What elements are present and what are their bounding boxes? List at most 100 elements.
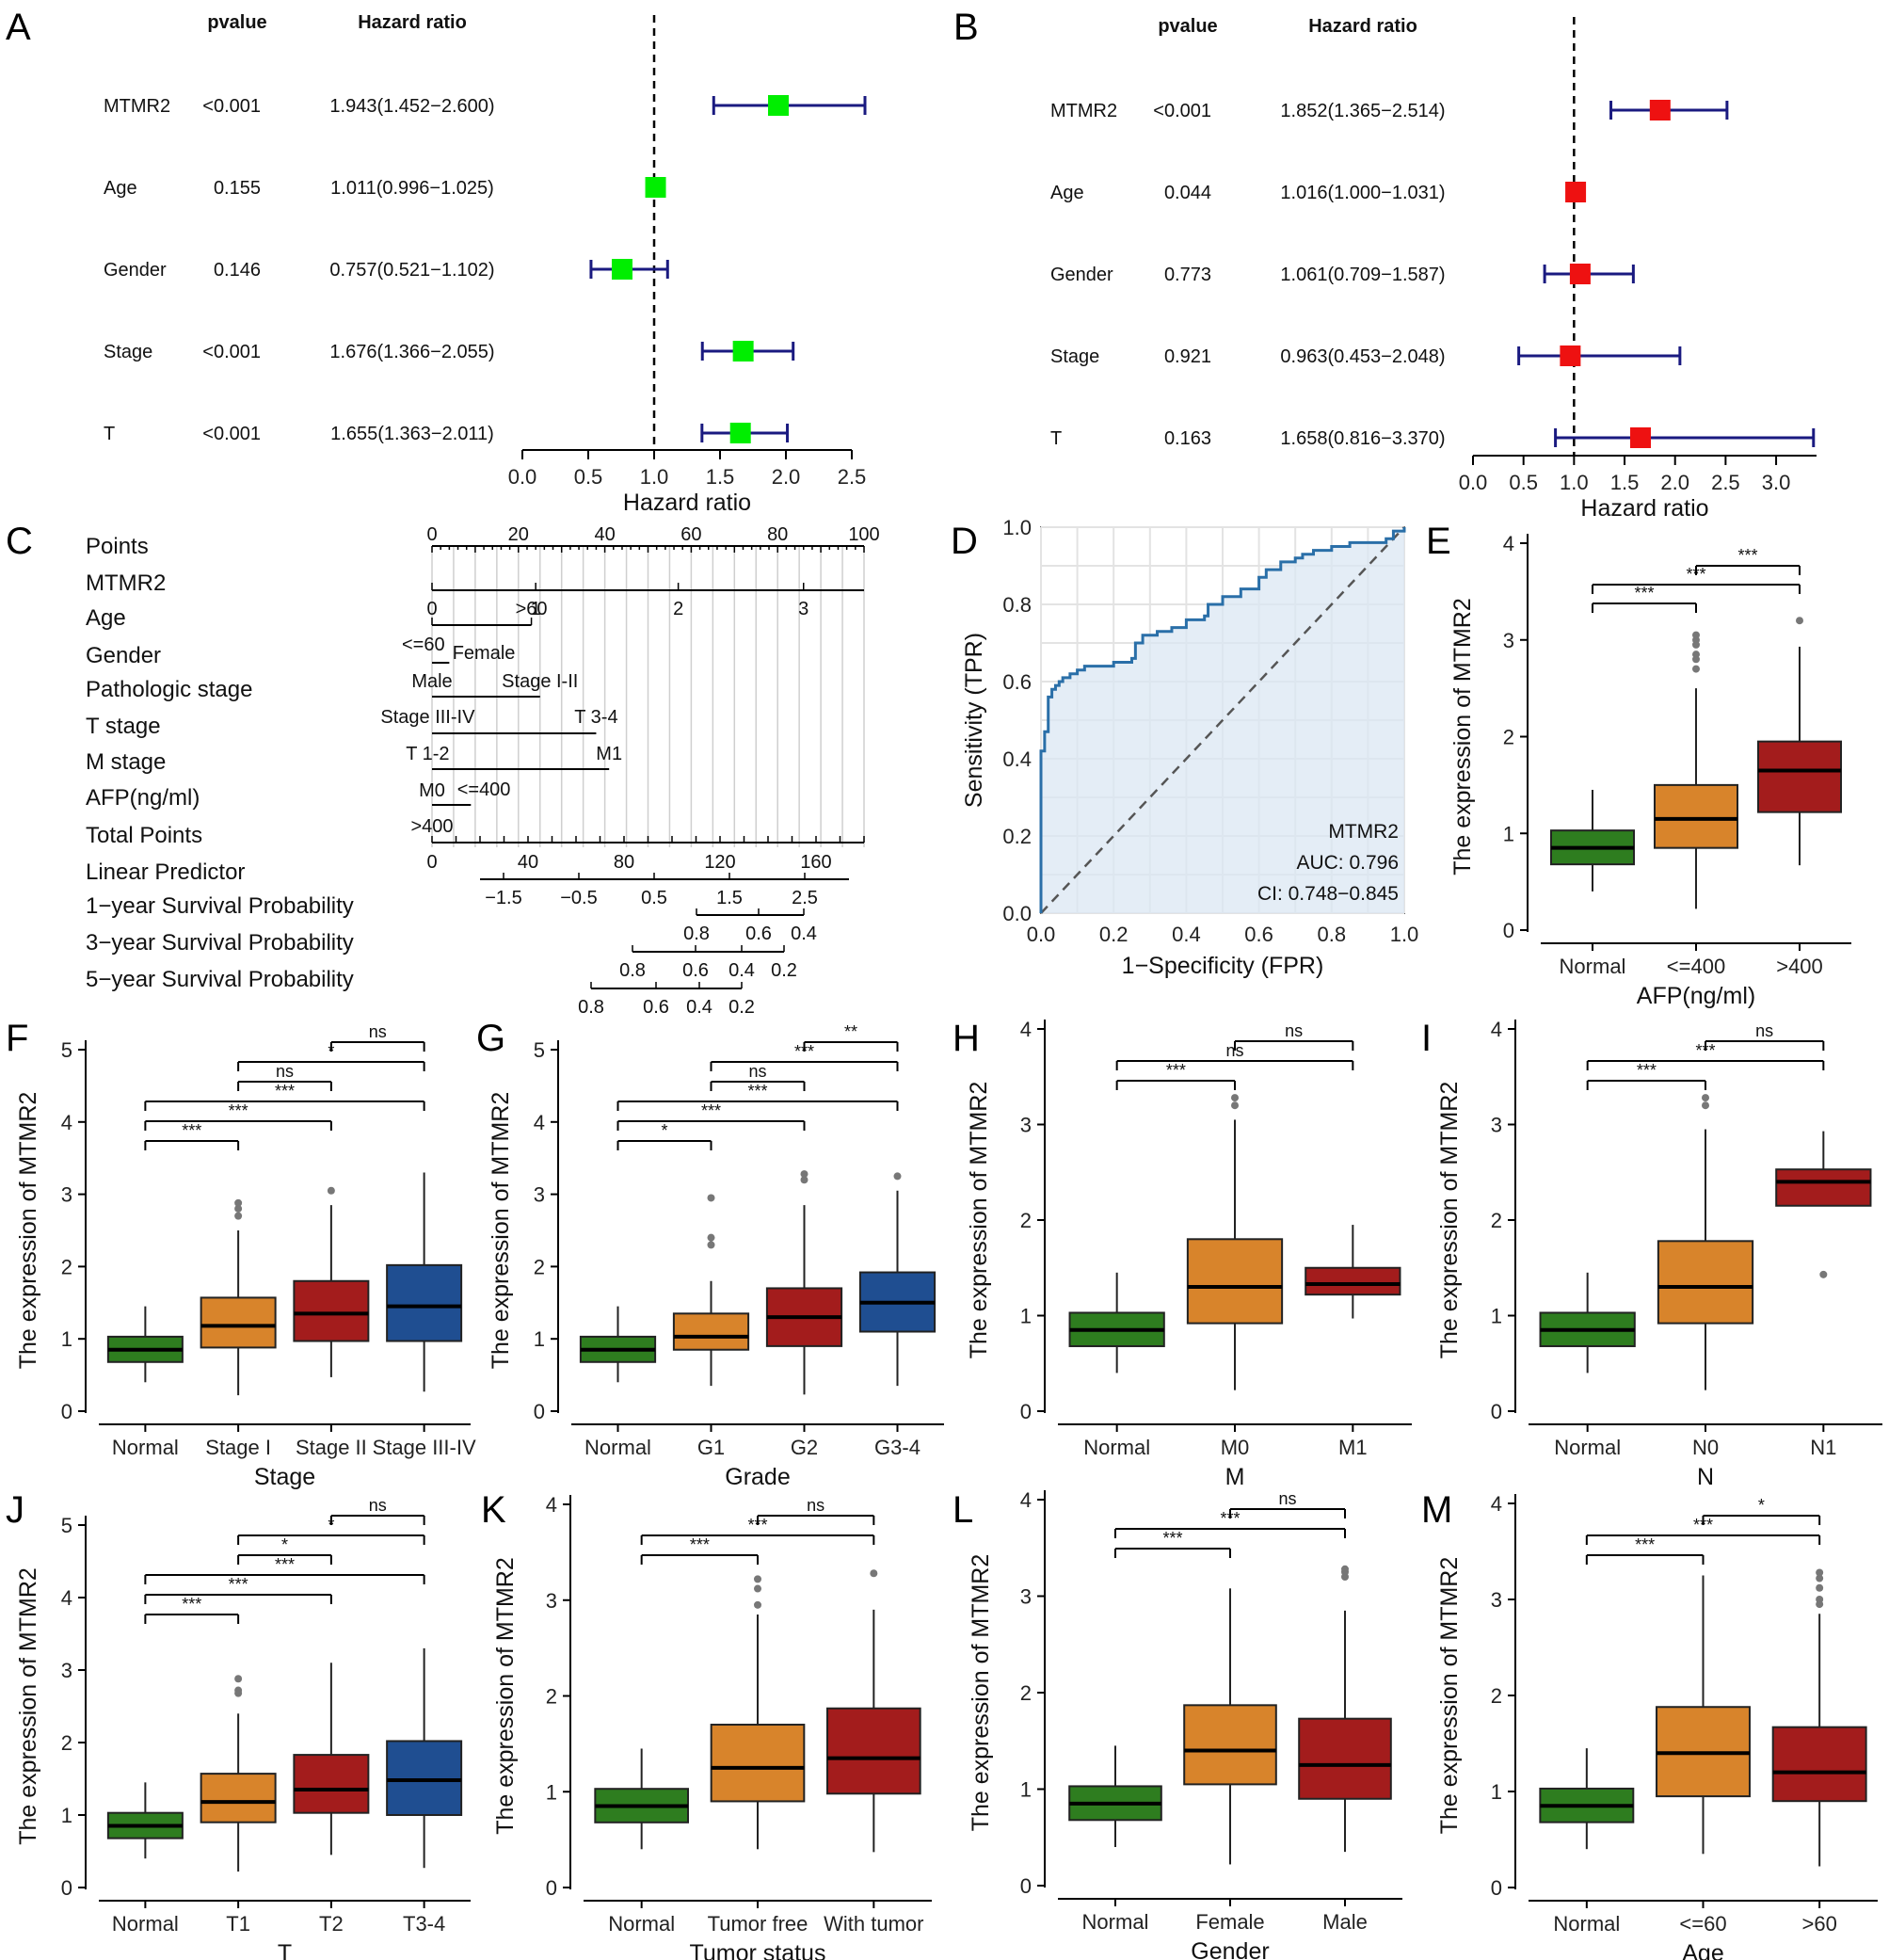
y-axis-title: The expression of MTMR2 [15,1567,41,1845]
row-hazard-ratio: 1.655(1.363−2.011) [330,424,494,444]
y-tick-label: 0 [534,1400,545,1423]
x-tick-label: Normal [1083,1436,1150,1459]
x-tick-label: 1.5 [1610,471,1640,494]
y-tick-label: 1 [1491,1305,1502,1328]
significance-label: ns [276,1062,294,1081]
points-tick-label: 100 [848,524,879,545]
y-tick-label: 3 [1503,629,1514,652]
y-tick-label: 1.0 [1002,516,1032,539]
roc-auc-label: AUC: 0.796 [1296,852,1399,874]
column-header-pvalue: pvalue [1158,16,1217,37]
outlier-point [1692,631,1700,639]
y-tick-label: 1 [546,1780,557,1804]
y-tick-label: 4 [1503,532,1514,555]
nomogram-row-label: T stage [86,714,161,739]
row-pvalue: 0.773 [1164,265,1211,285]
box-female [1183,1704,1277,1786]
survival-1yr-tick-label: 0.6 [745,924,772,944]
mtmr2-tick-label: 3 [798,599,808,619]
mtmr2-tick-label: 1 [531,599,541,619]
outlier-point [893,1172,902,1181]
x-tick-label: 0.4 [1172,923,1201,946]
significance-label: *** [275,1082,295,1100]
y-tick-label: 4 [546,1493,557,1517]
box-m0 [1186,1238,1284,1325]
survival-5yr-tick-label: 0.4 [686,997,712,1018]
boxplot-F: F 0 1 2 3 4 5 Normal Stage I Stage II Stage III-IV… [6,1018,476,1490]
x-tick-label: 0.8 [1318,923,1347,946]
y-tick-label: 2 [1503,726,1514,749]
column-header-hazard-ratio: Hazard ratio [358,12,467,33]
y-tick-label: 3 [1020,1585,1032,1609]
linear-predictor-tick-label: 1.5 [716,888,743,908]
boxplot-M: M 0 1 2 3 4 Normal <=60 >60 Age The expression of … [1421,1489,1878,1960]
row-pvalue: 0.163 [1164,428,1211,449]
hazard-ratio-marker [1629,427,1651,448]
outlier-point [1702,1094,1709,1102]
significance-label: * [1758,1496,1765,1515]
outlier-point [754,1584,761,1593]
significance-label: *** [1634,584,1654,602]
x-axis-title: M [1225,1464,1245,1490]
row-label-gender: Gender [104,260,167,281]
survival-3yr-tick-label: 0.8 [619,960,646,981]
hazard-ratio-marker [1565,182,1587,202]
significance-label: *** [690,1535,710,1554]
y-tick-label: 2 [61,1731,72,1755]
y-tick-label: 5 [61,1038,72,1062]
outlier-point [707,1233,715,1242]
y-tick-label: 1 [61,1327,72,1351]
x-tick-label: M0 [1221,1436,1250,1459]
x-tick-label: G3-4 [874,1436,920,1459]
nomogram-row-label: 3−year Survival Probability [86,930,354,956]
x-tick-label: 3.0 [1762,471,1791,494]
row-pvalue: <0.001 [202,424,261,444]
row-hazard-ratio: 1.011(0.996−1.025) [330,178,494,199]
x-tick-label: 1.5 [706,465,735,489]
y-tick-label: 0 [61,1400,72,1423]
hazard-ratio-marker [645,177,666,198]
x-tick-label: 0.0 [1027,923,1056,946]
gender-label-male: Male [411,671,452,692]
outlier-point [754,1600,761,1609]
x-axis-title: Hazard ratio [623,490,751,516]
points-tick-label: 20 [508,524,529,545]
nomogram: C Points MTMR2 Age Gender Pathologic stage T s… [6,521,880,1018]
x-axis-title: N [1697,1464,1714,1490]
nomogram-row-label: Total Points [86,823,202,848]
x-tick-label: N0 [1692,1436,1719,1459]
y-tick-label: 0 [1491,1400,1502,1423]
x-axis-title: Stage [254,1464,315,1490]
x-axis-title: Gender [1191,1938,1269,1960]
x-tick-label: 0.5 [1509,471,1538,494]
y-tick-label: 1 [1491,1780,1502,1804]
x-tick-label: Tumor free [708,1912,808,1936]
x-axis-title: AFP(ng/ml) [1637,983,1755,1009]
box-stage-iii-iv [386,1263,463,1342]
points-tick-label: 80 [767,524,788,545]
box--400 [1654,783,1738,849]
significance-label: ns [748,1062,766,1081]
hazard-ratio-marker [1560,345,1581,366]
y-tick-label: 0 [1020,1874,1032,1898]
x-axis-title: T [278,1940,292,1960]
row-label-age: Age [1050,183,1084,203]
t-label-1-2: T 1-2 [406,744,449,764]
panel-letter-G: G [476,1018,505,1059]
outlier-point [1819,1270,1828,1278]
significance-label: *** [229,1575,248,1594]
row-pvalue: 0.921 [1164,346,1211,367]
outlier-point [1816,1596,1824,1603]
x-tick-label: 0.0 [1459,471,1488,494]
box-n0 [1657,1240,1754,1325]
mtmr2-tick-label: 0 [426,599,437,619]
box-t3-4 [386,1740,463,1816]
significance-label: * [281,1535,288,1554]
hazard-ratio-marker [611,259,632,280]
x-tick-label: T2 [319,1912,344,1936]
survival-5yr-tick-label: 0.2 [728,997,755,1018]
row-pvalue: <0.001 [202,342,261,362]
